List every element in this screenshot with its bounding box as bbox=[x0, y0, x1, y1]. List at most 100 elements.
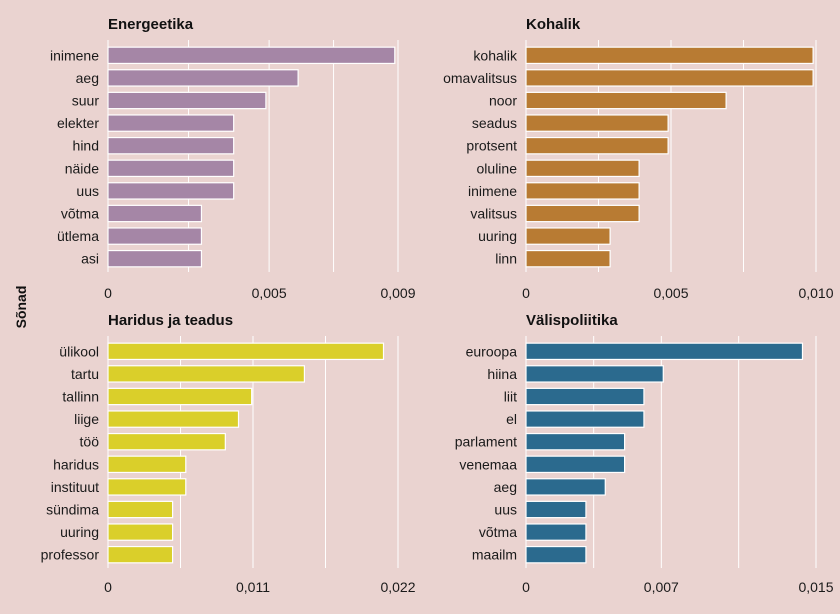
bar bbox=[525, 432, 626, 451]
bar bbox=[107, 410, 240, 428]
tick-label: 0,005 bbox=[653, 285, 688, 301]
category-label: parlament bbox=[455, 434, 517, 450]
tick-label: 0,005 bbox=[252, 285, 287, 301]
category-label: näide bbox=[65, 160, 99, 176]
bar bbox=[525, 478, 606, 496]
category-label: võtma bbox=[479, 524, 517, 540]
category-label: oluline bbox=[477, 160, 518, 176]
category-label: el bbox=[506, 411, 517, 427]
bar bbox=[525, 500, 587, 519]
bar bbox=[525, 204, 640, 223]
bar bbox=[525, 91, 727, 110]
bar bbox=[525, 365, 664, 383]
bar bbox=[525, 342, 804, 361]
panel-title: Välispoliitika bbox=[526, 312, 618, 329]
bar bbox=[107, 136, 235, 155]
bar bbox=[525, 523, 587, 541]
category-label: omavalitsus bbox=[443, 70, 517, 86]
bar bbox=[107, 545, 174, 564]
bar bbox=[525, 136, 669, 155]
tick-label: 0 bbox=[104, 285, 112, 301]
category-label: linn bbox=[495, 251, 517, 267]
category-label: haridus bbox=[53, 456, 99, 472]
bar bbox=[107, 249, 203, 268]
category-label: sündima bbox=[46, 502, 99, 518]
bar bbox=[107, 523, 174, 541]
category-label: noor bbox=[489, 93, 517, 109]
category-label: tartu bbox=[71, 366, 99, 382]
tick-label: 0,009 bbox=[380, 285, 415, 301]
category-label: euroopa bbox=[466, 343, 518, 359]
category-label: uus bbox=[76, 183, 99, 199]
tick-label: 0 bbox=[522, 285, 530, 301]
category-label: ülikool bbox=[59, 343, 99, 359]
bar bbox=[107, 91, 267, 110]
tick-label: 0,015 bbox=[798, 579, 833, 595]
panel-title: Kohalik bbox=[526, 16, 581, 33]
category-label: uus bbox=[494, 502, 517, 518]
category-label: professor bbox=[41, 547, 100, 563]
category-label: protsent bbox=[466, 138, 517, 154]
tick-label: 0 bbox=[104, 579, 112, 595]
bar bbox=[525, 46, 814, 65]
bar bbox=[525, 410, 645, 428]
bar bbox=[525, 249, 611, 268]
panel-title: Energeetika bbox=[108, 16, 194, 33]
category-label: venemaa bbox=[459, 456, 517, 472]
category-label: tallinn bbox=[62, 389, 99, 405]
category-label: liige bbox=[74, 411, 99, 427]
bar bbox=[107, 432, 226, 451]
bar bbox=[525, 545, 587, 564]
bar bbox=[525, 455, 626, 474]
category-label: asi bbox=[81, 251, 99, 267]
bar bbox=[107, 387, 253, 406]
category-label: ütlema bbox=[57, 228, 99, 244]
bar bbox=[525, 114, 669, 132]
bar bbox=[525, 182, 640, 200]
category-label: maailm bbox=[472, 547, 517, 563]
category-label: inimene bbox=[468, 183, 517, 199]
category-label: uuring bbox=[60, 524, 99, 540]
panel-0: Energeetika inimene aeg suur elekter hind näid… bbox=[50, 16, 416, 301]
category-label: elekter bbox=[57, 115, 99, 131]
y-axis-label: Sõnad bbox=[13, 286, 29, 329]
bar bbox=[525, 227, 611, 245]
panel-1: Kohalik kohalik omavalitsus noor seadus prots… bbox=[443, 16, 834, 301]
category-label: aeg bbox=[494, 479, 517, 495]
bar bbox=[525, 387, 645, 406]
bar bbox=[107, 478, 187, 496]
tick-label: 0,007 bbox=[644, 579, 679, 595]
panel-3: Välispoliitika euroopa hiina liit el parlamen… bbox=[455, 312, 834, 595]
category-label: kohalik bbox=[473, 47, 518, 63]
category-label: suur bbox=[72, 93, 100, 109]
category-label: hind bbox=[73, 138, 99, 154]
bar bbox=[107, 182, 235, 200]
bar bbox=[107, 114, 235, 132]
bar bbox=[107, 365, 306, 383]
tick-label: 0,010 bbox=[798, 285, 833, 301]
bar bbox=[107, 500, 174, 519]
bar bbox=[107, 204, 203, 223]
bar bbox=[107, 69, 299, 87]
bar bbox=[107, 342, 385, 361]
category-label: valitsus bbox=[470, 206, 517, 222]
category-label: liit bbox=[504, 389, 517, 405]
bar bbox=[107, 46, 396, 65]
panel-title: Haridus ja teadus bbox=[108, 312, 233, 329]
bar bbox=[107, 455, 187, 474]
category-label: instituut bbox=[51, 479, 99, 495]
category-label: töö bbox=[80, 434, 100, 450]
bar bbox=[525, 69, 814, 87]
tick-label: 0,011 bbox=[236, 579, 270, 595]
tick-label: 0,022 bbox=[380, 579, 415, 595]
bar bbox=[525, 159, 640, 178]
category-label: seadus bbox=[472, 115, 517, 131]
bar bbox=[107, 227, 203, 245]
category-label: hiina bbox=[487, 366, 517, 382]
panel-2: Haridus ja teadus ülikool tartu tallinn liig… bbox=[41, 312, 416, 595]
category-label: aeg bbox=[76, 70, 99, 86]
bar bbox=[107, 159, 235, 178]
category-label: võtma bbox=[61, 206, 99, 222]
tick-label: 0 bbox=[522, 579, 530, 595]
